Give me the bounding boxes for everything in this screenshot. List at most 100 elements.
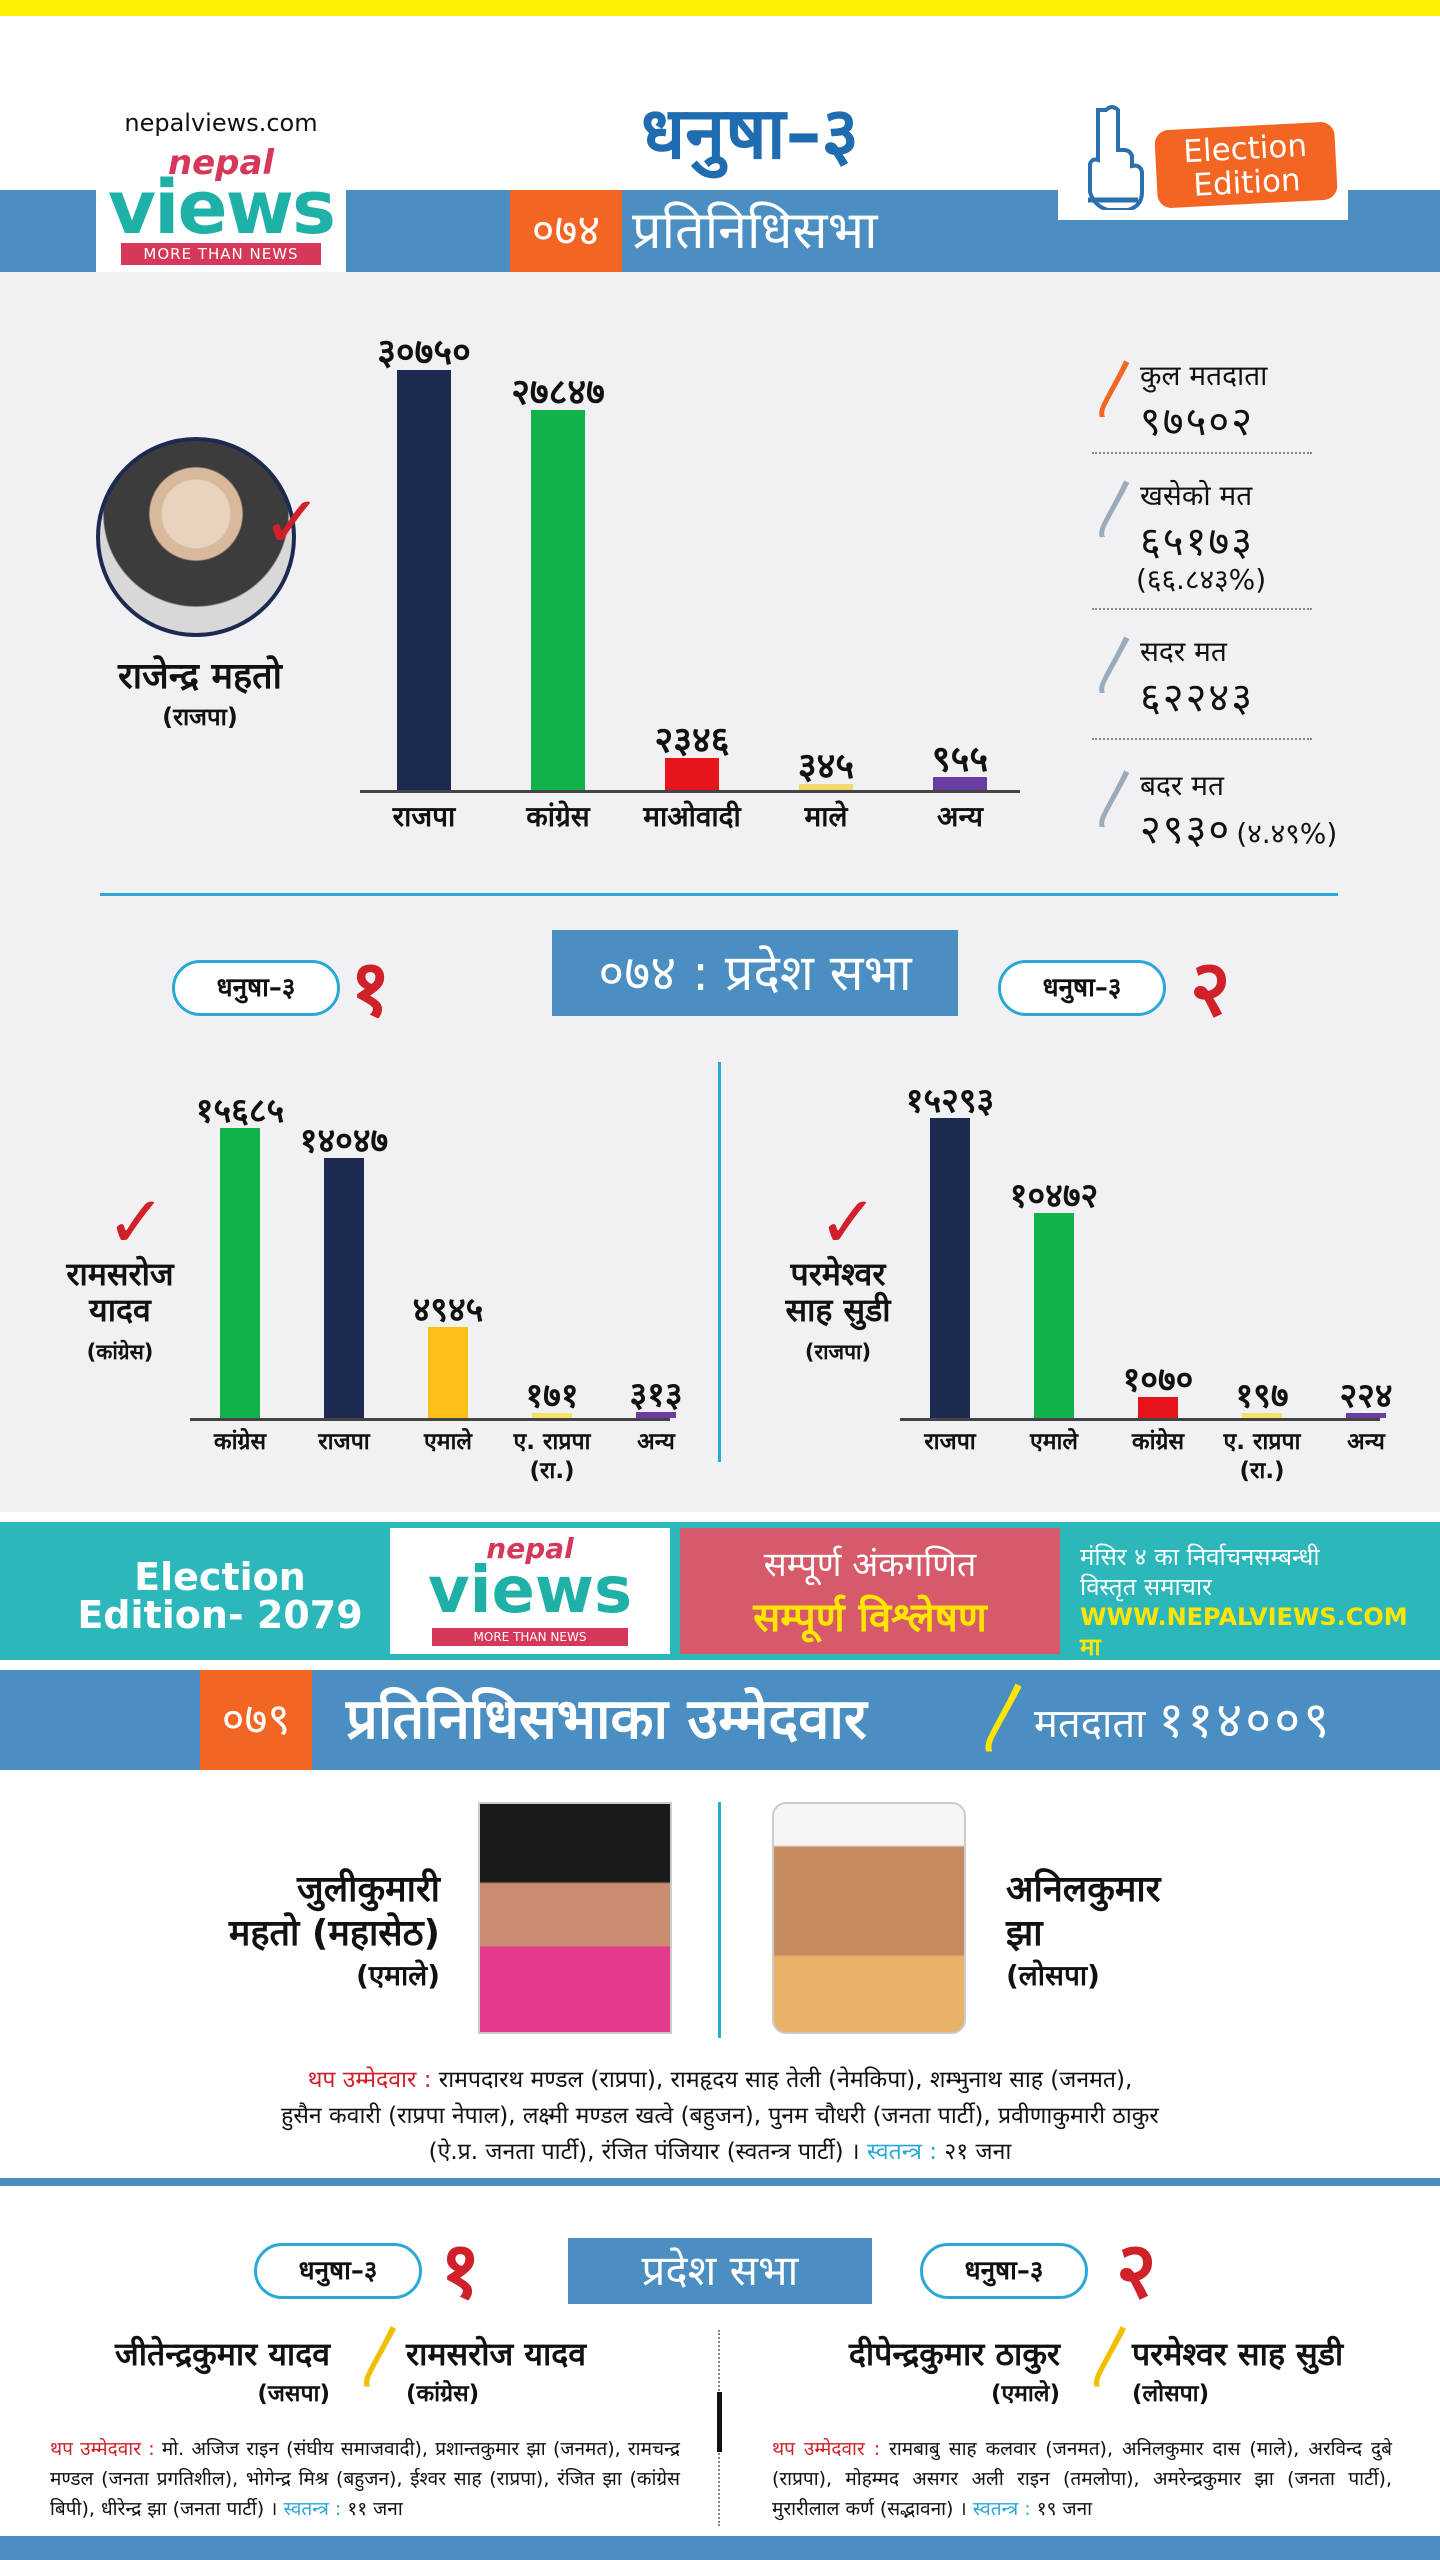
provincial-divider xyxy=(718,1062,721,1462)
chart-category-label: अन्य xyxy=(1347,1429,1385,1455)
stat-invalid-votes-value: २९३० xyxy=(1140,807,1232,853)
chart-bar xyxy=(397,370,451,790)
chart-bar xyxy=(532,1413,572,1418)
yellow-tilde-icon: 〳 xyxy=(972,1676,1045,1760)
chart-value-label: २७८४७ xyxy=(511,371,605,413)
bottom-blue-bar xyxy=(0,2536,1440,2560)
chart-category-label: राजपा xyxy=(392,800,456,833)
chart-bar xyxy=(1138,1397,1178,1418)
pd1-candidate-2-name: रामसरोज यादव xyxy=(406,2335,587,2373)
chart-x-axis xyxy=(190,1418,670,1421)
candidate-2-name: अनिलकुमार झा xyxy=(1006,1869,1161,1954)
stat-invalid-votes-row: २९३० (४.४९%) xyxy=(1140,800,1337,855)
chart-category-label: ए. राप्रपा (रा.) xyxy=(1223,1429,1301,1484)
yellow-tilde-icon: 〳 xyxy=(1082,2321,1146,2395)
stat-valid-votes-value: ६२२४३ xyxy=(1140,675,1254,721)
chart-category-label: अन्य xyxy=(937,800,983,833)
chart-bar xyxy=(930,1118,970,1418)
chart-value-label: ९५५ xyxy=(931,738,989,780)
election-edition-banner[interactable]: Election Edition- 2079 nepal views MORE … xyxy=(0,1522,1440,1660)
banner-right-text: मंसिर ४ का निर्वाचनसम्बन्धी विस्तृत समाच… xyxy=(1080,1542,1420,1660)
pd-constituency-pill-1: धनुषा–३ xyxy=(254,2243,422,2299)
chart-bar xyxy=(428,1326,468,1418)
chart-value-label: १७१ xyxy=(525,1376,579,1416)
chart-value-label: १४०४७ xyxy=(299,1121,389,1162)
banner-url-link[interactable]: WWW.NEPALVIEWS.COM मा xyxy=(1080,1603,1408,1660)
stat-tilde-icon: 〳 xyxy=(1088,355,1148,425)
year-badge-079: ०७९ xyxy=(200,1670,312,1770)
pd-title: प्रदेश सभा xyxy=(568,2238,872,2304)
independent-label: स्वतन्त्र : xyxy=(866,2139,937,2165)
nepalviews-logo[interactable]: nepalviews.com nepal views MORE THAN NEW… xyxy=(96,95,346,273)
chart-bar xyxy=(531,409,585,790)
chart-value-label: ३४५ xyxy=(797,746,855,787)
p2-winner-party: (राजपा) xyxy=(804,1340,872,1364)
pd-constituency-number-1: १ xyxy=(440,2226,481,2316)
chart-value-label: १५६८५ xyxy=(195,1091,285,1131)
winner-check-icon: ✓ xyxy=(262,480,323,564)
chart-bar xyxy=(324,1158,364,1418)
stat-divider xyxy=(1092,738,1312,740)
chart-bar xyxy=(1346,1413,1386,1418)
edition-badge-text: Election Edition xyxy=(1154,121,1338,209)
stat-total-voters-label: कुल मतदाता xyxy=(1140,359,1268,392)
year-badge: ०७४ xyxy=(510,190,622,272)
candidate-2-photo xyxy=(772,1802,966,2034)
candidate-1-party: (एमाले) xyxy=(355,1959,440,1992)
house-label: प्रतिनिधिसभा xyxy=(632,201,878,261)
chart-category-label: माओवादी xyxy=(643,800,741,833)
chart-category-label: राजपा xyxy=(318,1429,370,1455)
pd2-candidate-2-name: परमेश्वर साह सुडी xyxy=(1132,2335,1344,2373)
chart-category-label: कांग्रेस xyxy=(526,800,590,833)
pd1-candidate-2-party: (कांग्रेस) xyxy=(406,2381,480,2407)
voting-hand-icon xyxy=(1088,105,1144,210)
winner-check-icon: ✓ xyxy=(106,1180,167,1264)
chart-bar xyxy=(665,757,719,790)
chart-bar xyxy=(1034,1212,1074,1418)
stat-divider xyxy=(1092,452,1312,454)
candidate-2-party: (लोसपा) xyxy=(1006,1959,1100,1992)
p1-winner-party: (कांग्रेस) xyxy=(86,1340,154,1364)
chart-x-axis xyxy=(900,1418,1380,1421)
stat-votes-cast-label: खसेको मत xyxy=(1140,479,1253,512)
banner-logo-views: views xyxy=(427,1554,633,1628)
chart-category-label: कांग्रेस xyxy=(1131,1429,1185,1455)
banner-analysis-box: सम्पूर्ण अंकगणित सम्पूर्ण विश्लेषण xyxy=(680,1528,1060,1654)
banner-logo-nepal: nepal xyxy=(486,1532,574,1565)
logo-views-text: views xyxy=(107,165,336,251)
vote-stats-panel: 〳 कुल मतदाता ९७५०२ 〳 खसेको मत ६५१७३ (६६.… xyxy=(1088,352,1408,862)
stat-total-voters-value: ९७५०२ xyxy=(1140,399,1254,445)
winner-check-icon: ✓ xyxy=(818,1180,879,1264)
other-candidates: थप उम्मेदवार : रामपदारथ मण्डल (राप्रपा),… xyxy=(281,2067,1159,2165)
independent-count: २१ जना xyxy=(944,2139,1012,2165)
stat-divider xyxy=(1092,608,1312,610)
chart-value-label: ३१३ xyxy=(629,1375,683,1416)
chart-category-label: एमाले xyxy=(423,1429,473,1455)
chart-category-label: कांग्रेस xyxy=(213,1429,267,1455)
chart-category-label: ए. राप्रपा (रा.) xyxy=(513,1429,591,1484)
chart-value-label: १०४७२ xyxy=(1009,1175,1099,1216)
pd1-candidate-1-party: (जसपा) xyxy=(257,2381,330,2407)
provincial-1-chart: १५६८५ कांग्रेस १४०४७ राजपा ४९४५ एमाले १७१ ए. रा… xyxy=(190,1060,683,1500)
candidate-1-photo xyxy=(478,1802,672,2034)
provincial-title: ०७४ : प्रदेश सभा xyxy=(552,930,958,1016)
stat-votes-cast-percent: (६६.८४३%) xyxy=(1136,563,1267,596)
chart-bar xyxy=(636,1412,676,1418)
stat-tilde-icon: 〳 xyxy=(1088,475,1148,545)
chart-bar xyxy=(1242,1413,1282,1418)
pd-constituency-number-2: २ xyxy=(1116,2226,1157,2316)
pd-constituency-pill-2: धनुषा–३ xyxy=(920,2243,1088,2299)
pd1-candidate-1-name: जीतेन्द्रकुमार यादव xyxy=(114,2335,330,2373)
logo-nepal-text: nepal xyxy=(167,143,275,183)
chart-category-label: माले xyxy=(804,800,848,833)
top-yellow-bar xyxy=(0,0,1440,16)
stat-votes-cast-value: ६५१७३ xyxy=(1140,519,1254,565)
candidate-1-name: जुलीकुमारी महतो (महासेठ) xyxy=(228,1869,440,1954)
chart-value-label: २२४ xyxy=(1339,1376,1393,1416)
stat-tilde-icon: 〳 xyxy=(1088,765,1148,835)
chart-value-label: ४९४५ xyxy=(412,1289,484,1330)
section-divider xyxy=(0,2178,1440,2186)
pd2-other-candidates: थप उम्मेदवार : रामबाबु साह कलवार (जनमत),… xyxy=(772,2438,1392,2520)
constituency-pill-1: धनुषा–३ xyxy=(172,960,340,1016)
yellow-tilde-icon: 〳 xyxy=(352,2321,416,2395)
